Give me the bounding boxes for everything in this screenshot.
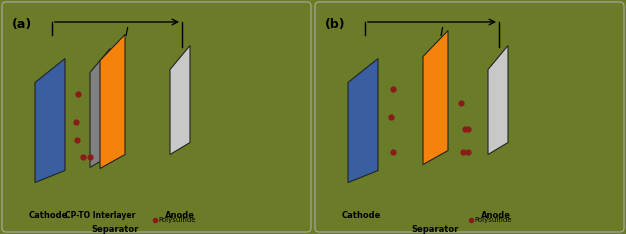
Text: Anode: Anode [481, 211, 511, 219]
Text: Polysulfide: Polysulfide [474, 217, 511, 223]
Text: Polysulfide: Polysulfide [158, 217, 195, 223]
Polygon shape [90, 48, 110, 168]
Text: Separator: Separator [91, 225, 139, 234]
Polygon shape [488, 46, 508, 154]
Text: $I$: $I$ [125, 26, 130, 39]
FancyBboxPatch shape [2, 2, 311, 232]
Text: Cathode: Cathode [341, 211, 381, 219]
Text: (a): (a) [12, 18, 33, 31]
Text: CP-TO Interlayer: CP-TO Interlayer [65, 211, 135, 219]
Polygon shape [348, 58, 378, 183]
Text: Separator: Separator [411, 225, 459, 234]
Text: (b): (b) [325, 18, 346, 31]
Polygon shape [423, 30, 448, 165]
Polygon shape [35, 58, 65, 183]
Polygon shape [170, 46, 190, 154]
Polygon shape [100, 35, 125, 168]
FancyBboxPatch shape [315, 2, 624, 232]
Text: Anode: Anode [165, 211, 195, 219]
Text: Cathode: Cathode [28, 211, 68, 219]
Text: $I$: $I$ [439, 26, 444, 39]
